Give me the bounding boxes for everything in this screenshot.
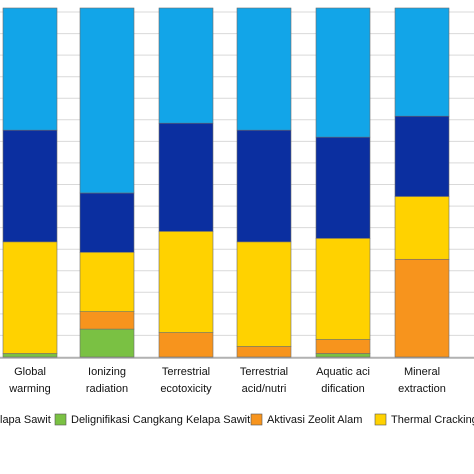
legend-label: Thermal Cracking (391, 414, 474, 426)
bar-segment (158, 332, 214, 358)
bar-segment (236, 129, 292, 243)
legend-label: lapa Sawit (0, 414, 51, 426)
bar-segment (394, 115, 450, 197)
x-tick-label: acid/nutri (242, 383, 287, 395)
bar-segment (394, 7, 450, 117)
x-tick-label: dification (321, 383, 364, 395)
x-tick-labels: Global warming Ionizing radiation Terrestria… (8, 366, 446, 395)
bar-segment (79, 7, 135, 194)
x-tick-label: Terrestrial (162, 366, 210, 378)
bar-segment (236, 346, 292, 358)
bar-segment (315, 7, 371, 138)
bar-segment (2, 241, 58, 354)
bar-segment (315, 238, 371, 340)
bar-segment (158, 231, 214, 333)
bar-segment (236, 241, 292, 347)
bar-segment (158, 122, 214, 232)
x-tick-label: ecotoxicity (160, 383, 212, 395)
legend-swatch (54, 413, 67, 426)
bar-segment (315, 136, 371, 239)
x-tick-label: extraction (398, 383, 446, 395)
bar-segment (394, 196, 450, 260)
x-tick-label: Global (14, 366, 46, 378)
bar-segment (236, 7, 292, 131)
bar-segment (2, 129, 58, 243)
bar-segment (315, 339, 371, 354)
legend: lapa Sawit Delignifikasi Cangkang Kelapa … (0, 413, 474, 426)
x-tick-label: Ionizing (88, 366, 126, 378)
x-tick-label: radiation (86, 383, 128, 395)
x-tick-label: Aquatic aci (316, 366, 370, 378)
bar-segment (79, 252, 135, 312)
bar-segment (158, 7, 214, 124)
bars (2, 7, 450, 358)
x-tick-label: warming (8, 383, 51, 395)
bar-segment (315, 353, 371, 358)
legend-label: Delignifikasi Cangkang Kelapa Sawit (71, 414, 250, 426)
legend-label: Aktivasi Zeolit Alam (267, 414, 362, 426)
legend-swatch (374, 413, 387, 426)
bar-segment (79, 311, 135, 330)
bar-segment (79, 192, 135, 253)
bar-segment (2, 7, 58, 131)
bar-segment (79, 328, 135, 358)
bar-segment (2, 353, 58, 358)
legend-swatch (250, 413, 263, 426)
bar-segment (394, 258, 450, 358)
x-tick-label: Terrestrial (240, 366, 288, 378)
x-tick-label: Mineral (404, 366, 440, 378)
